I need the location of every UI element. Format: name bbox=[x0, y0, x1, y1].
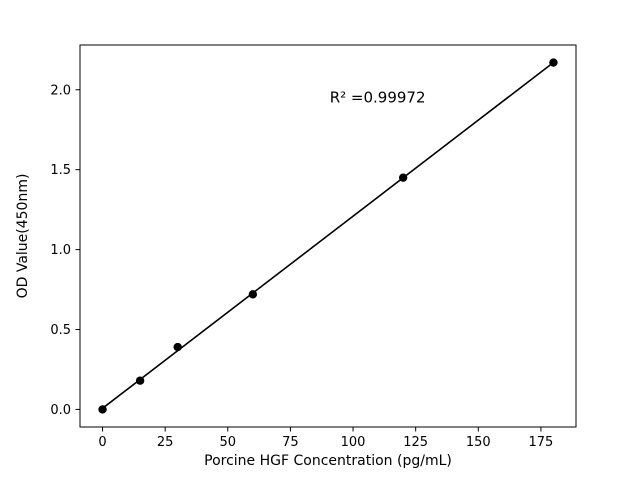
x-tick-label: 50 bbox=[220, 435, 237, 450]
x-axis-label: Porcine HGF Concentration (pg/mL) bbox=[204, 453, 452, 469]
y-axis-label: OD Value(450nm) bbox=[15, 174, 31, 299]
y-tick-label: 1.0 bbox=[50, 243, 71, 258]
data-point bbox=[135, 376, 145, 385]
x-tick-label: 75 bbox=[282, 435, 299, 450]
data-point bbox=[549, 58, 558, 67]
axes-frame bbox=[79, 44, 577, 428]
y-tick-label: 0.0 bbox=[50, 403, 71, 418]
x-tick-label: 150 bbox=[466, 435, 491, 450]
x-tick-label: 100 bbox=[341, 435, 366, 450]
data-point bbox=[398, 173, 408, 182]
x-tick-label: 25 bbox=[157, 435, 174, 450]
x-tick-label: 0 bbox=[98, 435, 106, 450]
y-tick-label: 2.0 bbox=[50, 83, 71, 98]
x-tick-label: 175 bbox=[529, 435, 554, 450]
data-point bbox=[98, 405, 107, 414]
y-tick-label: 1.5 bbox=[50, 163, 71, 178]
data-point bbox=[173, 342, 182, 352]
r-squared-annotation: R² =0.99972 bbox=[330, 88, 426, 106]
data-point bbox=[248, 290, 258, 299]
x-tick-label: 125 bbox=[403, 435, 428, 450]
y-tick-label: 0.5 bbox=[50, 323, 71, 338]
